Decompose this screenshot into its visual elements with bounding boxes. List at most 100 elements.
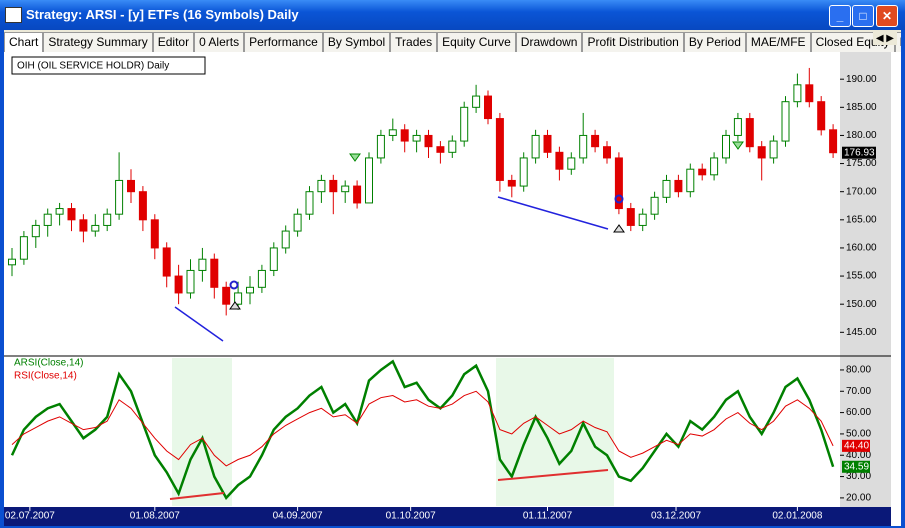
tab[interactable]: Chart (4, 32, 44, 52)
candle-body (305, 191, 314, 215)
y-tick-label: 180.00 (846, 130, 877, 141)
candle-body (460, 106, 469, 142)
x-tick-label: 01.11.2007 (523, 511, 573, 522)
candle-body (269, 247, 278, 271)
divergence-line (174, 306, 224, 342)
candle-body (686, 168, 695, 193)
candle-body (281, 230, 290, 249)
tab[interactable]: Strategy Summary (43, 32, 153, 52)
tab[interactable]: Equity Curve (437, 32, 516, 52)
tab[interactable]: Editor (152, 32, 195, 52)
y-tick-label: 190.00 (846, 74, 877, 85)
y-tick-label: 145.00 (846, 327, 877, 338)
candle-body (436, 146, 445, 153)
tab[interactable]: Drawdown (515, 32, 583, 52)
x-tick-label: 02.07.2007 (5, 511, 55, 522)
close[interactable]: ✕ (876, 5, 898, 27)
candle-body (805, 84, 814, 103)
minimize[interactable]: _ (829, 5, 851, 27)
candle-body (246, 286, 254, 294)
divergence-line (497, 469, 609, 481)
candle-body (162, 247, 171, 277)
candle-body (567, 157, 576, 170)
y-tick-label: 20.00 (846, 493, 871, 504)
value-tag (842, 460, 870, 473)
date-bar (4, 507, 891, 526)
plot-bg (4, 52, 840, 507)
candle-body (400, 129, 409, 142)
candle-body (722, 134, 730, 159)
y-tick-label: 60.00 (846, 407, 871, 418)
y-tick-label: 30.00 (846, 471, 871, 482)
candle-body (67, 208, 76, 221)
candle-body (484, 95, 492, 120)
legend-entry: RSI(Close,14) (14, 371, 77, 382)
maximize[interactable]: □ (852, 5, 874, 27)
y-tick-label: 50.00 (846, 429, 871, 440)
entry-marker (614, 194, 624, 204)
candle-body (424, 134, 433, 148)
candle-body (638, 213, 647, 226)
title-bar: Strategy: ARSI - [y] ETFs (16 Symbols) D… (0, 0, 905, 30)
y-tick-label: 155.00 (846, 271, 877, 282)
y-tick-label: 40.00 (846, 450, 871, 461)
candle-body (376, 134, 385, 159)
candle-body (103, 213, 112, 226)
x-tick-label: 01.10.2007 (386, 511, 436, 522)
candle-body (412, 134, 421, 142)
candle-body (626, 208, 635, 226)
candle-body (138, 191, 147, 221)
x-tick-label: 04.09.2007 (273, 511, 323, 522)
candle-body (507, 179, 516, 187)
candle-body (531, 134, 540, 159)
candle-body (710, 157, 719, 176)
candle-body (543, 134, 552, 153)
tab[interactable]: By Period (683, 32, 746, 52)
candle-body (8, 258, 16, 266)
candle-body (817, 101, 826, 131)
candle-body (448, 140, 457, 153)
sell-marker (349, 153, 361, 162)
y-tick-label: 70.00 (846, 386, 871, 397)
tab[interactable]: Profit Distribution (582, 32, 684, 52)
frame (891, 52, 901, 526)
tab[interactable]: 0 Alerts (194, 32, 245, 52)
candle-body (31, 224, 40, 238)
value-tag-label: 44.40 (844, 441, 869, 452)
candle-body (222, 286, 231, 305)
tab[interactable]: MAE/MFE (745, 32, 811, 52)
x-tick-label: 03.12.2007 (651, 511, 701, 522)
candle-body (603, 146, 611, 159)
candle-body (234, 292, 243, 305)
y-tick-label: 80.00 (846, 365, 871, 376)
candle-body (341, 185, 350, 193)
candle-body (329, 179, 338, 193)
tab-scroll[interactable]: ◀ ▶ (872, 32, 897, 45)
tab[interactable]: Performance (244, 32, 323, 52)
candle-body (591, 134, 600, 148)
candle-body (43, 213, 52, 226)
divergence-line (497, 196, 609, 230)
candle-body (127, 179, 135, 193)
y-tick-label: 185.00 (846, 102, 877, 113)
value-tag-label: 34.59 (844, 461, 869, 472)
buy-marker (229, 301, 241, 310)
axis-bg (840, 52, 891, 507)
tab[interactable]: By Symbol (322, 32, 391, 52)
candle-body (353, 185, 362, 204)
candle-body (198, 258, 207, 271)
symbol-label: OIH (OIL SERVICE HOLDR) Daily (17, 61, 169, 72)
tab[interactable]: Trades (390, 32, 438, 52)
candle-body (757, 146, 766, 159)
candle-body (733, 118, 742, 136)
divergence-zone (496, 358, 614, 506)
candle-body (317, 179, 326, 193)
window-title: Strategy: ARSI - [y] ETFs (16 Symbols) D… (26, 7, 299, 22)
candle-body (150, 219, 159, 249)
candle-body (495, 118, 504, 181)
candle-body (674, 179, 683, 193)
candle-body (519, 157, 528, 187)
y-tick-label: 150.00 (846, 299, 877, 310)
